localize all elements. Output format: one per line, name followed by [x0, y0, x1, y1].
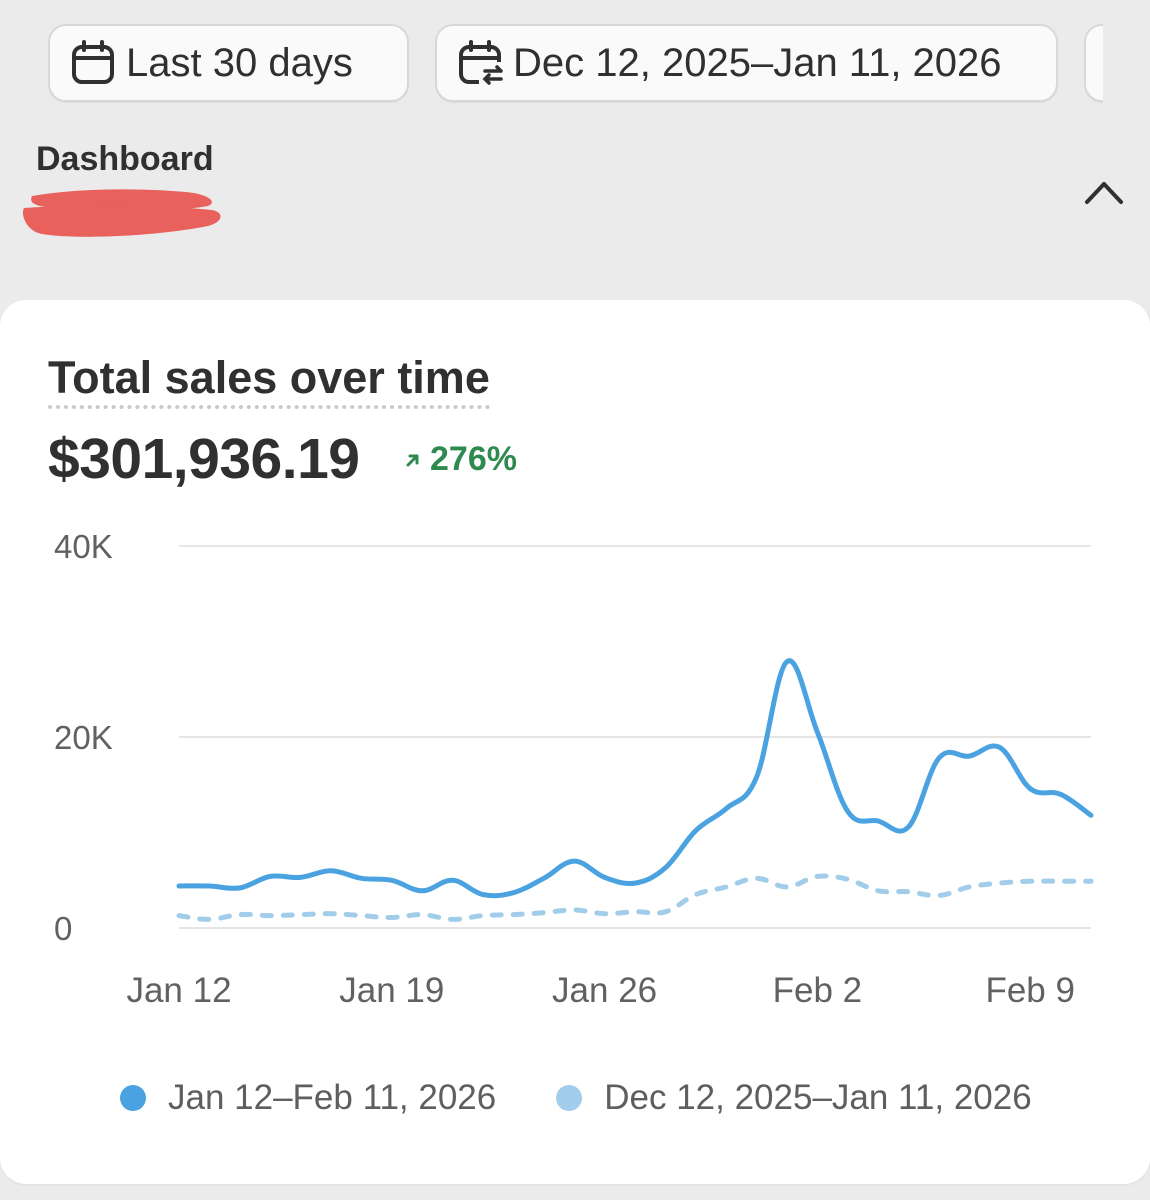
- arrow-up-right-icon: [406, 454, 419, 466]
- legend-dot-previous: [556, 1085, 583, 1111]
- legend-label-previous: Dec 12, 2025–Jan 11, 2026: [604, 1078, 1032, 1117]
- legend-item-current[interactable]: Jan 12–Feb 11, 2026: [120, 1078, 496, 1118]
- chevron-up-icon: [1085, 182, 1123, 204]
- change-indicator: 276%: [402, 440, 517, 479]
- change-percent: 276%: [430, 440, 517, 478]
- calendar-compare-icon: [459, 40, 503, 85]
- x-tick-label: Jan 19: [339, 971, 444, 1010]
- sales-line-chart: 0 20K 40K Jan 12 Jan 19 Jan 26 Feb 2 Feb 9: [54, 528, 1094, 1010]
- compare-range-label: Dec 12, 2025–Jan 11, 2026: [513, 40, 1002, 85]
- page-title: Dashboard: [36, 140, 214, 178]
- legend-dot-current: [120, 1085, 146, 1111]
- legend-label-current: Jan 12–Feb 11, 2026: [168, 1078, 497, 1117]
- calendar-icon: [72, 40, 114, 84]
- chart-legend: Jan 12–Feb 11, 2026 Dec 12, 2025–Jan 11,…: [120, 1078, 1092, 1118]
- series-line-previous: [176, 873, 1094, 922]
- card-title[interactable]: Total sales over time: [48, 354, 490, 410]
- date-range-label: Last 30 days: [126, 40, 353, 85]
- x-tick-label: Feb 2: [773, 971, 863, 1010]
- y-tick-label: 20K: [54, 719, 113, 756]
- series-line-current: [176, 658, 1094, 899]
- x-tick-label: Feb 9: [985, 971, 1075, 1010]
- date-range-button[interactable]: Last 30 days: [48, 24, 409, 102]
- x-tick-label: Jan 12: [126, 971, 231, 1010]
- more-filters-button[interactable]: [1084, 24, 1103, 102]
- y-tick-label: 0: [54, 910, 72, 947]
- legend-item-previous[interactable]: Dec 12, 2025–Jan 11, 2026: [556, 1078, 1032, 1118]
- total-sales-value: $301,936.19: [48, 427, 360, 491]
- x-tick-label: Jan 26: [552, 971, 657, 1010]
- compare-range-button[interactable]: Dec 12, 2025–Jan 11, 2026: [435, 24, 1058, 102]
- filter-bar: Last 30 days Dec 12, 2025–Jan 11, 2026: [0, 0, 1103, 120]
- y-tick-label: 40K: [54, 528, 113, 565]
- redaction-mark: [22, 189, 221, 237]
- collapse-button[interactable]: [1082, 172, 1126, 212]
- total-sales-card: Total sales over time $301,936.19 276% 0…: [0, 300, 1150, 1184]
